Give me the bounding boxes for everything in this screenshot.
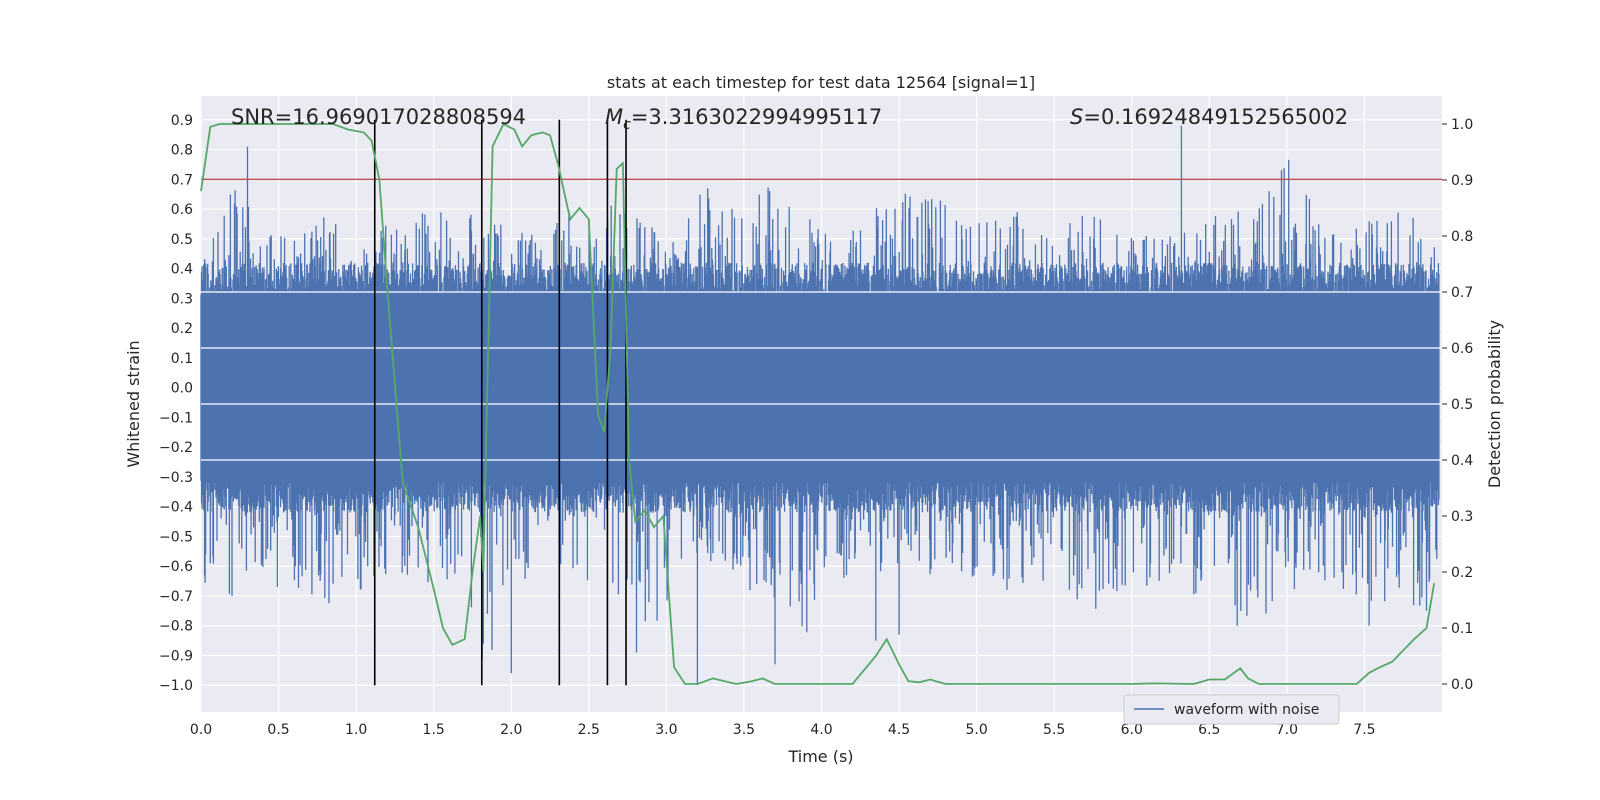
probability-series (200, 122, 1436, 685)
x-tick-label: 4.5 (888, 722, 910, 738)
y-right-tick-label: 0.8 (1451, 229, 1473, 245)
x-tick-labels: 0.0 0.5 1.0 1.5 2.0 2.5 3.0 3.5 4.0 4.5 5.0 5.5 6.0 6… (190, 722, 1376, 738)
y-tick-label: 0.7 (171, 172, 193, 188)
x-tick-label: 2.0 (500, 722, 522, 738)
mc-symbol: M (605, 105, 623, 129)
y-tick-label: 0.5 (171, 232, 193, 248)
y-tick-label: 0.0 (171, 381, 193, 397)
y-tick-label: 0.1 (171, 351, 193, 367)
x-tick-label: 5.5 (1043, 722, 1065, 738)
y-tick-label: −0.5 (159, 529, 193, 545)
vertical-lines (373, 119, 627, 686)
x-tick-label: 1.0 (345, 722, 367, 738)
y-tick-label: 0.9 (171, 113, 193, 129)
right-tick-labels: 1.0 0.9 0.8 0.7 0.6 0.5 0.4 0.3 0.2 0.1 0.0 (1442, 117, 1473, 693)
y-tick-label: −0.6 (159, 559, 193, 575)
y-tick-label: −0.3 (159, 470, 193, 486)
s-value: =0.16924849152565002 (1083, 105, 1348, 129)
y-right-tick-label: 0.2 (1451, 565, 1473, 581)
y-tick-label: 0.3 (171, 291, 193, 307)
x-tick-label: 6.0 (1121, 722, 1143, 738)
x-tick-label: 3.0 (655, 722, 677, 738)
legend-label: waveform with noise (1174, 702, 1319, 718)
x-tick-label: 1.5 (423, 722, 445, 738)
y-tick-label: −1.0 (159, 678, 193, 694)
x-tick-label: 0.0 (190, 722, 212, 738)
s-symbol: S (1070, 105, 1083, 129)
chart-title: stats at each timestep for test data 125… (607, 73, 1035, 92)
y-tick-label: −0.8 (159, 619, 193, 635)
y-axis-label: Whitened strain (124, 340, 143, 467)
probability-line (200, 122, 1436, 685)
y-right-tick-label: 0.0 (1451, 677, 1473, 693)
x-tick-label: 0.5 (267, 722, 289, 738)
left-tick-labels: 0.9 0.8 0.7 0.6 0.5 0.4 0.3 0.2 0.1 0.0 −0.1 −0.2 −0… (159, 113, 193, 694)
y-right-tick-label: 1.0 (1451, 117, 1473, 133)
waveform-series (200, 125, 1442, 686)
x-axis-label: Time (s) (787, 747, 853, 766)
mc-value: =3.3163022994995117 (631, 105, 882, 129)
y-tick-label: 0.8 (171, 143, 193, 159)
y-tick-label: −0.1 (159, 410, 193, 426)
y-tick-label: −0.7 (159, 589, 193, 605)
x-tick-label: 7.5 (1353, 722, 1375, 738)
y-right-axis-label: Detection probability (1485, 320, 1504, 488)
y-tick-label: 0.2 (171, 321, 193, 337)
waveform-dense-band (201, 292, 1439, 483)
x-tick-label: 4.0 (810, 722, 832, 738)
s-annotation: S=0.16924849152565002 (1070, 105, 1348, 129)
y-tick-label: −0.4 (159, 500, 193, 516)
x-tick-label: 5.0 (965, 722, 987, 738)
y-right-tick-label: 0.9 (1451, 173, 1473, 189)
y-tick-label: 0.4 (171, 262, 193, 278)
legend-box (1123, 694, 1340, 725)
x-tick-label: 7.0 (1276, 722, 1298, 738)
x-tick-label: 2.5 (578, 722, 600, 738)
y-tick-label: −0.2 (159, 440, 193, 456)
x-tick-label: 3.5 (733, 722, 755, 738)
y-right-tick-label: 0.7 (1451, 285, 1473, 301)
y-tick-label: −0.9 (159, 648, 193, 664)
mc-subscript: c (623, 117, 631, 133)
y-right-tick-label: 0.4 (1451, 453, 1473, 469)
mc-annotation: Mc=3.3163022994995117 (605, 105, 882, 133)
y-tick-label: 0.6 (171, 202, 193, 218)
y-right-tick-label: 0.1 (1451, 621, 1473, 637)
x-tick-label: 6.5 (1198, 722, 1220, 738)
y-right-tick-label: 0.5 (1451, 397, 1473, 413)
legend: waveform with noise (1123, 694, 1340, 725)
y-right-tick-label: 0.3 (1451, 509, 1473, 525)
y-right-tick-label: 0.6 (1451, 341, 1473, 357)
snr-annotation: SNR=16.969017028808594 (231, 105, 526, 129)
